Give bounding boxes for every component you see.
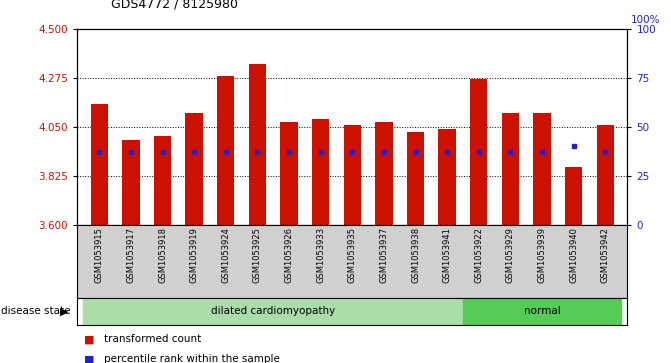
Bar [122,140,140,225]
Bar [280,122,298,225]
Bar [565,167,582,225]
Text: percentile rank within the sample: percentile rank within the sample [104,354,280,363]
Text: GSM1053925: GSM1053925 [253,227,262,283]
Text: transformed count: transformed count [104,334,201,344]
Bar [407,132,424,225]
Text: GDS4772 / 8125980: GDS4772 / 8125980 [111,0,238,11]
Text: GSM1053935: GSM1053935 [348,227,357,283]
Text: GSM1053915: GSM1053915 [95,227,104,283]
Text: GSM1053937: GSM1053937 [379,227,389,284]
Bar [470,79,487,225]
Text: normal: normal [523,306,560,316]
Bar [91,104,108,225]
Bar [312,119,329,225]
Bar [249,64,266,225]
Text: GSM1053929: GSM1053929 [506,227,515,283]
Bar [438,129,456,225]
Bar [83,298,463,325]
Bar [344,125,361,225]
Text: ▶: ▶ [60,306,69,316]
Text: GSM1053939: GSM1053939 [537,227,546,283]
Bar [463,298,621,325]
Bar [502,113,519,225]
Text: disease state: disease state [1,306,70,316]
Bar [597,125,614,225]
Text: GSM1053926: GSM1053926 [285,227,293,283]
Text: GSM1053922: GSM1053922 [474,227,483,283]
Bar [154,136,171,225]
Text: ■: ■ [84,334,95,344]
Text: 100%: 100% [631,15,660,25]
Text: GSM1053933: GSM1053933 [316,227,325,284]
Text: GSM1053938: GSM1053938 [411,227,420,284]
Text: GSM1053924: GSM1053924 [221,227,230,283]
Text: dilated cardiomyopathy: dilated cardiomyopathy [211,306,336,316]
Bar [375,122,393,225]
Text: GSM1053941: GSM1053941 [443,227,452,283]
Text: GSM1053917: GSM1053917 [126,227,136,283]
Bar [185,113,203,225]
Text: GSM1053918: GSM1053918 [158,227,167,283]
Text: GSM1053940: GSM1053940 [569,227,578,283]
Text: GSM1053942: GSM1053942 [601,227,610,283]
Bar [533,113,551,225]
Text: ■: ■ [84,354,95,363]
Bar [217,76,234,225]
Text: GSM1053919: GSM1053919 [190,227,199,283]
